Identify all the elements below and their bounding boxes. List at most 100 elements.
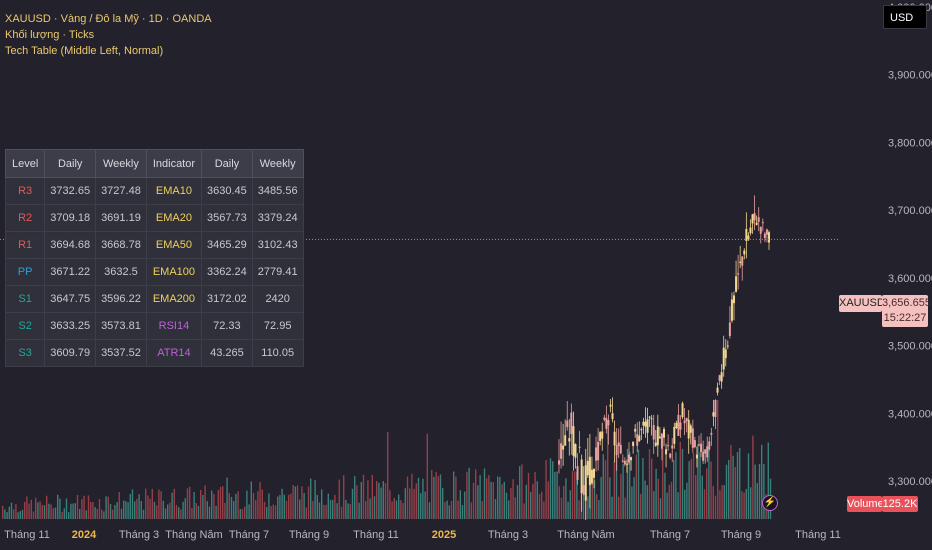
volume-bar [631, 486, 633, 519]
y-axis[interactable]: 3,300.000 3,400.000 3,500.000 3,600.000 3,70… [888, 0, 932, 488]
candle-body [741, 256, 744, 266]
volume-bar [85, 510, 87, 519]
volume-bar [490, 481, 492, 519]
volume-indicator-title[interactable]: Khối lượng · Ticks [5, 29, 95, 41]
level-cell: PP [4, 258, 46, 286]
x-axis[interactable]: Tháng 11 2024 Tháng 3 Tháng Năm Tháng 7 Tháng… [4, 529, 841, 541]
volume-bar [292, 485, 294, 519]
volume-bar [488, 475, 490, 519]
volume-bar [576, 471, 578, 519]
volume-bar [13, 509, 15, 519]
volume-bar [222, 486, 224, 519]
volume-bar [439, 474, 442, 519]
volume-bar [197, 505, 200, 519]
candle-body [580, 459, 583, 494]
volume-bar [400, 500, 402, 519]
volume-bar [598, 500, 600, 519]
volume-bar [191, 507, 193, 519]
volume-bar [213, 493, 215, 519]
candle-body [578, 446, 581, 448]
indicator-weekly-cell: 3102.43 [251, 231, 304, 259]
volume-bar [39, 501, 41, 519]
candle-body [566, 420, 569, 428]
volume-bar [360, 481, 362, 519]
volume-bar [415, 483, 417, 519]
candle-body [572, 426, 575, 456]
volume-bar [4, 509, 6, 519]
tech-table-indicator-title[interactable]: Tech Table (Middle Left, Normal) [5, 45, 164, 57]
volume-bar [461, 505, 464, 519]
volume-bar [127, 502, 129, 519]
candle-body [730, 299, 733, 321]
volume-bar [114, 504, 116, 519]
volume-bar [294, 486, 296, 519]
candle-body [733, 295, 735, 304]
symbol-title[interactable]: XAUUSD · Vàng / Đô la Mỹ · 1D · OANDA [5, 13, 212, 25]
volume-bar [655, 468, 657, 519]
volume-bar [109, 503, 112, 519]
candle-body [708, 441, 711, 450]
volume-bar [327, 493, 329, 519]
volume-bar [435, 471, 437, 519]
volume-bar [24, 501, 26, 519]
volume-bar [736, 452, 739, 519]
lightning-icon[interactable]: ⚡ [762, 495, 778, 511]
volume-bar [534, 472, 536, 519]
volume-bar [136, 498, 138, 519]
volume-bar [362, 474, 365, 519]
candle-body [634, 428, 637, 432]
currency-button[interactable]: USD [883, 5, 927, 29]
volume-bar [376, 481, 378, 519]
volume-bar [646, 485, 648, 519]
volume-bar [92, 502, 94, 519]
volume-bar [499, 477, 501, 519]
volume-bar [178, 507, 180, 519]
candle-body [644, 421, 647, 427]
candle-body [603, 417, 606, 420]
volume-bar [450, 500, 453, 519]
volume-bar [404, 488, 406, 519]
volume-bar [437, 476, 439, 519]
volume-bar [563, 486, 565, 519]
volume-bar [409, 488, 411, 519]
volume-bar [244, 506, 246, 519]
volume-bar [587, 496, 589, 519]
volume-bar [567, 501, 569, 519]
table-row: R2 3709.18 3691.19 EMA20 3567.73 3379.24 [4, 204, 304, 232]
volume-bar [675, 452, 677, 519]
volume-bar [26, 496, 28, 519]
volume-bar [116, 502, 118, 519]
volume-bar [112, 509, 114, 519]
candle-body [735, 276, 738, 292]
volume-bar [508, 500, 510, 519]
volume-bar [732, 455, 734, 519]
volume-bar [215, 505, 217, 519]
candle-body [681, 403, 684, 418]
volume-bar [538, 494, 541, 519]
volume-bar [235, 493, 237, 519]
candle-body [693, 440, 696, 448]
indicator-name-cell: EMA50 [145, 231, 203, 259]
header-weekly: Weekly [95, 149, 147, 178]
volume-bar [285, 500, 288, 519]
volume-bar [250, 481, 252, 519]
volume-bar [202, 495, 204, 519]
table-row: PP 3671.22 3632.5 EMA100 3362.24 2779.41 [4, 258, 304, 286]
volume-bar [79, 509, 81, 519]
volume-bar [431, 469, 433, 519]
candle-body [706, 446, 709, 458]
pivot-daily-cell: 3633.25 [44, 312, 97, 340]
candle-body [564, 435, 567, 446]
volume-bar [545, 460, 547, 519]
volume-bar [138, 494, 140, 519]
volume-bar [105, 496, 107, 519]
volume-bar [624, 497, 626, 519]
volume-bar [200, 489, 202, 519]
candle-body [593, 468, 595, 478]
pivot-weekly-cell: 3727.48 [95, 177, 147, 205]
volume-bar [72, 503, 74, 519]
volume-bar [756, 483, 758, 519]
volume-bar [336, 503, 338, 519]
volume-value-badge: 125.2K [882, 496, 918, 512]
